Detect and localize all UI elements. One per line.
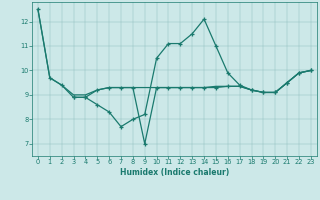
X-axis label: Humidex (Indice chaleur): Humidex (Indice chaleur) [120, 168, 229, 177]
